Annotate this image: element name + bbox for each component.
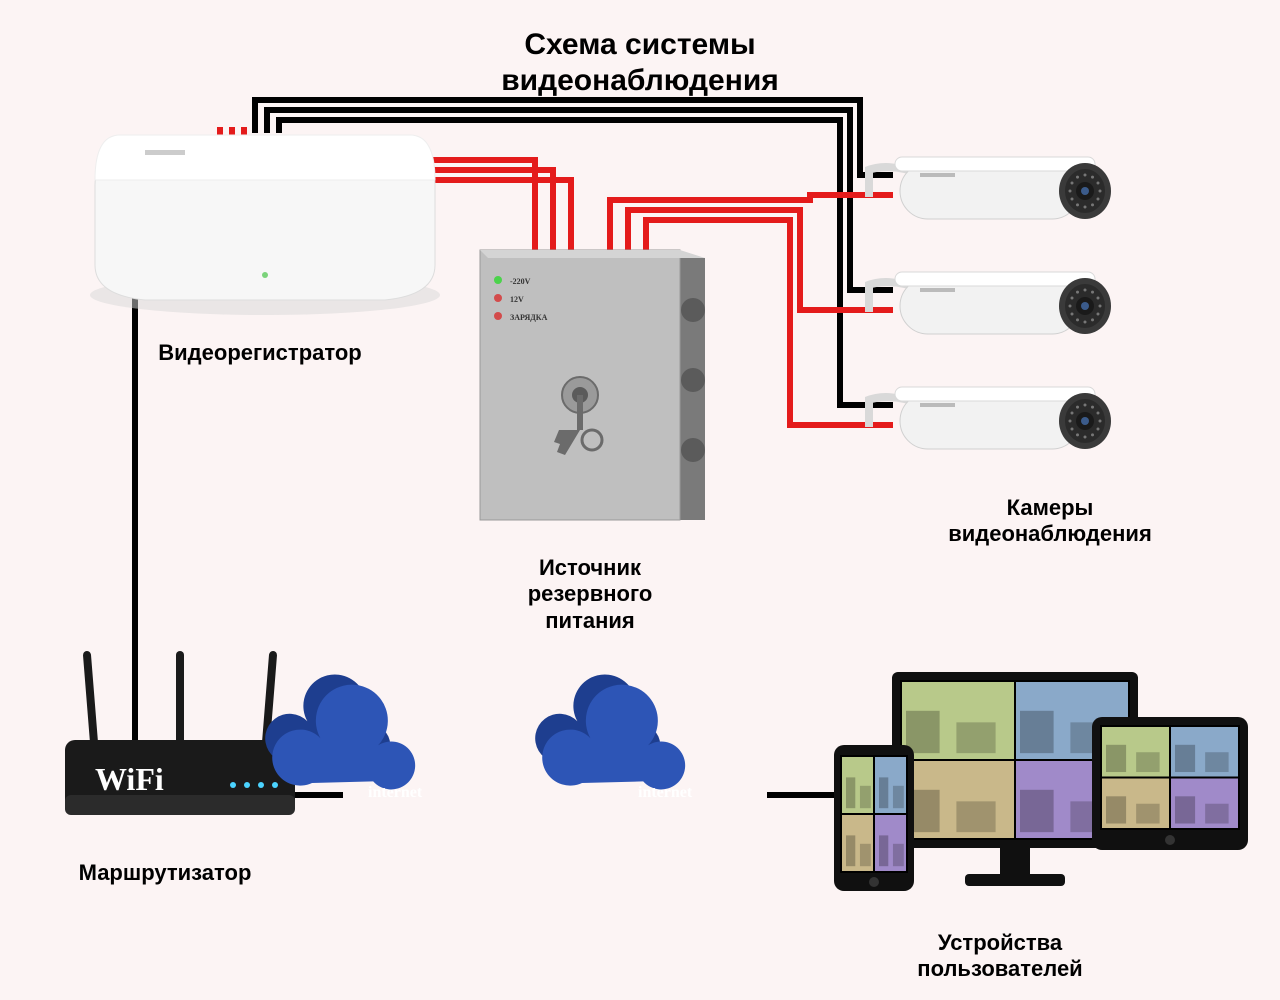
devices-icon — [834, 672, 1248, 891]
router-label: Маршрутизатор — [0, 860, 415, 886]
devices-label: Устройствапользователей — [750, 930, 1250, 983]
cloud-icon: internet — [265, 674, 423, 801]
svg-text:internet: internet — [638, 784, 693, 801]
ups-icon: -220V 12V ЗАРЯДКА — [480, 250, 705, 520]
camera-icon — [865, 157, 1111, 219]
svg-text:WiFi: WiFi — [95, 761, 164, 797]
svg-text:12V: 12V — [510, 295, 524, 304]
camera-icon — [865, 387, 1111, 449]
cloud-icon: internet — [535, 674, 693, 801]
recorder-icon — [90, 135, 440, 315]
svg-text:-220V: -220V — [510, 277, 531, 286]
diagram-title: Схема системы видеонаблюдения — [390, 27, 890, 99]
svg-text:ЗАРЯДКА: ЗАРЯДКА — [510, 313, 548, 322]
router-icon: WiFi — [65, 655, 295, 815]
recorder-label: Видеорегистратор — [10, 340, 510, 366]
ups-label: Источникрезервногопитания — [340, 555, 840, 634]
diagram-stage: -220V 12V ЗАРЯДКА WiFi internet internet Схем… — [0, 0, 1280, 1000]
camera-icon — [865, 272, 1111, 334]
svg-text:internet: internet — [368, 784, 423, 801]
cameras-label: Камерывидеонаблюдения — [800, 495, 1280, 548]
